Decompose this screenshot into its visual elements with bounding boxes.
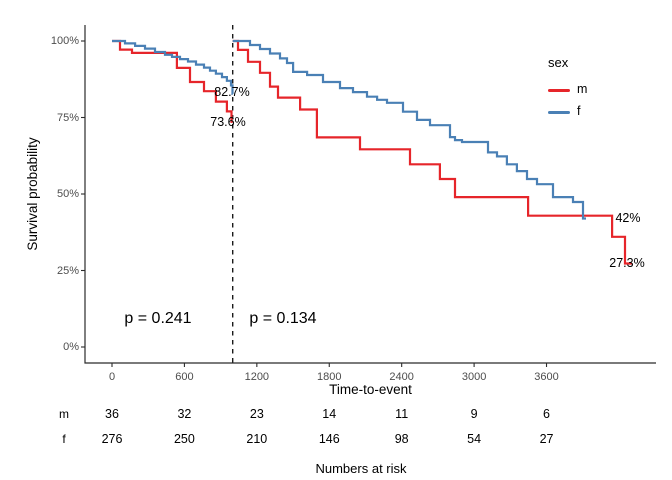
risk-count-f-t2400: 98	[394, 432, 409, 446]
pvalue-after-landmark: p = 0.134	[249, 310, 317, 327]
risk-count-f-t1800: 146	[318, 432, 340, 446]
risk-count-m-t1800: 14	[322, 407, 337, 421]
y-tick-label: 50%	[56, 188, 79, 200]
risk-count-f-t3600: 27	[539, 432, 554, 446]
km-curve-m-post-landmark	[232, 39, 632, 265]
x-tick-label: 1200	[244, 371, 270, 383]
km-curve-m-pre-landmark	[112, 39, 233, 123]
annotation-f-landmark: 82.7%	[214, 85, 250, 99]
y-tick-label: 0%	[63, 341, 79, 353]
risk-table-caption: Numbers at risk	[315, 461, 407, 476]
risk-count-f-t1200: 210	[246, 432, 268, 446]
legend-label-m: m	[577, 82, 588, 96]
legend-label-f: f	[577, 104, 581, 118]
risk-count-m-t0: 36	[105, 407, 119, 421]
km-curve-f-pre-landmark	[112, 39, 234, 95]
risk-count-m-t3000: 9	[470, 407, 478, 421]
y-tick-label: 100%	[50, 35, 79, 47]
risk-count-f-t3000: 54	[467, 432, 482, 446]
y-tick-label: 75%	[56, 111, 79, 124]
legend-line-m	[548, 89, 570, 92]
risk-count-m-t3600: 6	[543, 407, 550, 421]
annotation-m-final: 27.3%	[609, 256, 645, 270]
x-axis-title: Time-to-event	[329, 382, 412, 397]
risk-row-label-m: m	[59, 407, 69, 421]
annotation-f-final: 42%	[615, 211, 641, 225]
annotation-m-landmark: 73.6%	[210, 115, 246, 129]
x-tick-label: 3000	[461, 371, 487, 383]
risk-count-f-t600: 250	[173, 432, 195, 446]
risk-row-label-f: f	[62, 432, 66, 446]
axis-lines	[84, 25, 656, 364]
x-tick-label: 600	[175, 371, 194, 383]
risk-count-m-t2400: 11	[395, 407, 409, 421]
pvalue-before-landmark: p = 0.241	[124, 310, 192, 327]
legend-entry-f: f	[548, 102, 638, 124]
x-tick-label: 1800	[317, 371, 342, 383]
y-tick-label: 25%	[56, 264, 79, 277]
legend-line-f	[548, 111, 570, 114]
x-tick-label: 3600	[534, 371, 559, 383]
legend: sex m f	[548, 55, 638, 124]
km-curve-f-post-landmark	[232, 39, 586, 220]
risk-count-f-t0: 276	[101, 432, 123, 446]
legend-title: sex	[548, 55, 569, 70]
risk-count-m-t600: 32	[177, 407, 192, 421]
x-tick-label: 0	[108, 371, 116, 383]
risk-count-m-t1200: 23	[249, 407, 264, 421]
legend-entry-m: m	[548, 80, 638, 102]
x-tick-label: 2400	[389, 371, 414, 383]
